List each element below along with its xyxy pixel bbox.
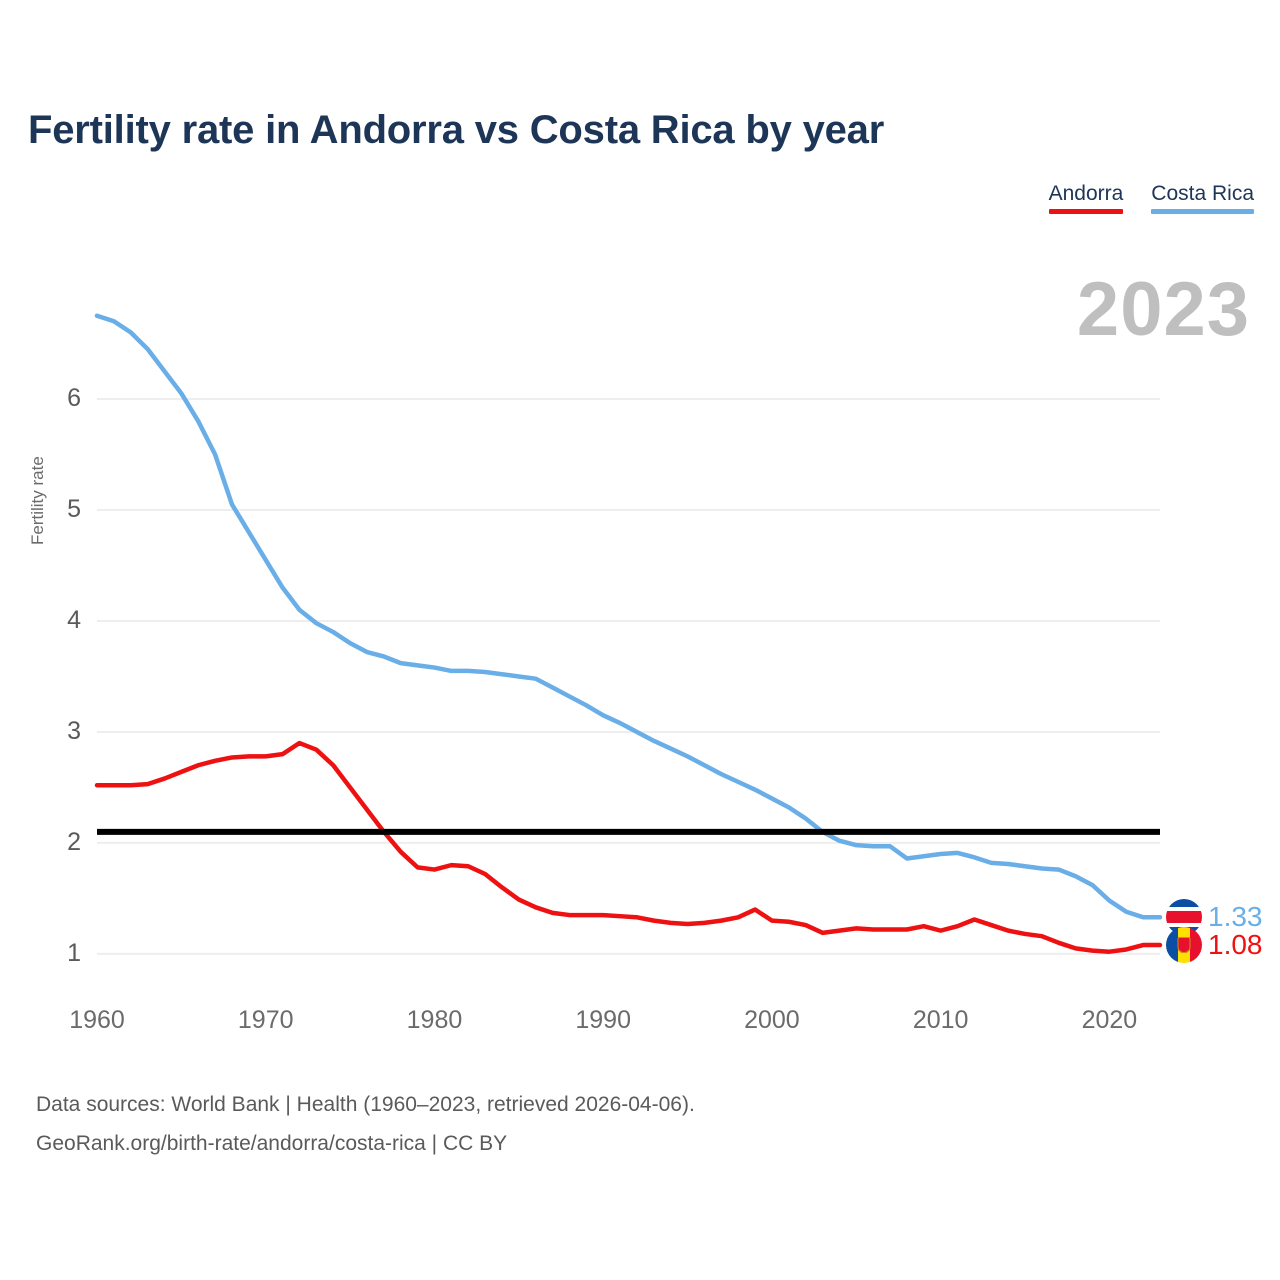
legend-swatch-andorra: [1048, 209, 1124, 214]
legend-label-costa-rica: Costa Rica: [1151, 182, 1254, 205]
series-line-andorra: [94, 740, 1163, 954]
chart-legend: Andorra Costa Rica: [1048, 182, 1254, 214]
footer-line-url[interactable]: GeoRank.org/birth-rate/andorra/costa-ric…: [36, 1132, 508, 1155]
y-axis-tick-label: 2: [67, 827, 81, 856]
series-line-costa-rica: [94, 313, 1163, 920]
legend-swatch-costa-rica: [1151, 209, 1254, 214]
y-axis-tick-label: 6: [67, 383, 81, 412]
andorra-coat-of-arms-icon: [1177, 937, 1191, 954]
y-axis-tick-label: 3: [67, 716, 81, 745]
y-axis-tick-label: 5: [67, 494, 81, 523]
y-axis-tick-label: 4: [67, 605, 81, 634]
andorra-flag-icon: [1166, 927, 1202, 964]
x-axis-tick-label: 1970: [237, 1006, 294, 1034]
page-title: Fertility rate in Andorra vs Costa Rica …: [28, 108, 885, 152]
x-axis-tick-label: 1980: [406, 1006, 463, 1034]
x-axis-tick-label: 2020: [1081, 1006, 1138, 1034]
end-label-andorra: 1.08: [1166, 927, 1263, 964]
y-axis-tick-label: 1: [67, 938, 81, 967]
legend-item-andorra[interactable]: Andorra: [1048, 182, 1124, 214]
footer-credits: Data sources: World Bank | Health (1960–…: [36, 1085, 695, 1163]
x-axis-tick-label: 2000: [744, 1006, 800, 1034]
end-value-andorra: 1.08: [1208, 929, 1263, 961]
x-axis-tick-label: 1960: [69, 1006, 125, 1034]
end-value-costa-rica: 1.33: [1208, 901, 1263, 933]
x-axis-tick-label: 1990: [575, 1006, 631, 1034]
legend-label-andorra: Andorra: [1048, 182, 1124, 205]
x-axis-tick-label: 2010: [912, 1006, 969, 1034]
year-watermark: 2023: [1076, 267, 1250, 352]
footer-line-sources: Data sources: World Bank | Health (1960–…: [36, 1093, 695, 1116]
legend-item-costa-rica[interactable]: Costa Rica: [1151, 182, 1254, 214]
